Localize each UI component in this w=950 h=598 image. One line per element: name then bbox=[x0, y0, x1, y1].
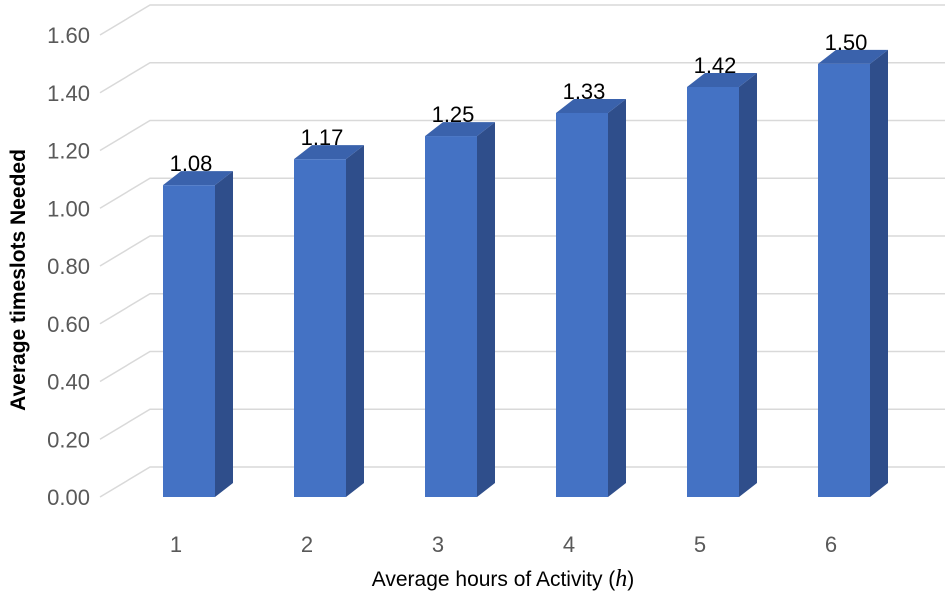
bar bbox=[687, 72, 757, 497]
y-tick-label: 0.20 bbox=[47, 427, 90, 452]
bar-front bbox=[687, 86, 739, 497]
bar-top bbox=[163, 171, 233, 186]
data-label: 1.33 bbox=[563, 79, 606, 104]
gridline bbox=[99, 408, 945, 440]
x-tick-label: 5 bbox=[694, 532, 706, 557]
x-tick-label: 4 bbox=[563, 532, 575, 557]
bar bbox=[294, 145, 364, 497]
gridline bbox=[99, 293, 945, 325]
bar-top bbox=[425, 122, 495, 137]
x-tick-label: 1 bbox=[170, 532, 182, 557]
data-label: 1.42 bbox=[694, 53, 737, 78]
gridline bbox=[99, 177, 945, 209]
bar-front bbox=[163, 185, 215, 497]
gridlines bbox=[99, 4, 945, 498]
bar-top bbox=[818, 49, 888, 64]
bar bbox=[818, 49, 888, 497]
bar-side bbox=[870, 49, 888, 497]
bar-front bbox=[556, 112, 608, 498]
bar-side bbox=[215, 171, 233, 497]
gridline bbox=[99, 119, 945, 152]
data-label: 1.17 bbox=[301, 125, 344, 150]
y-tick-label: 0.40 bbox=[47, 370, 90, 395]
bar-side bbox=[477, 122, 495, 497]
y-tick-label: 0.80 bbox=[47, 254, 90, 279]
gridline bbox=[99, 350, 945, 383]
x-tick-label: 2 bbox=[301, 532, 313, 557]
gridline bbox=[99, 62, 945, 94]
y-axis-title: Average timeslots Needed bbox=[7, 149, 30, 411]
y-tick-label: 1.60 bbox=[47, 23, 90, 48]
gridline bbox=[99, 466, 945, 498]
y-tick-label: 1.20 bbox=[47, 139, 90, 164]
bar-top bbox=[294, 145, 364, 160]
x-axis-title: Average hours of Activity (h) bbox=[372, 566, 635, 592]
bar-side bbox=[739, 72, 757, 497]
bar bbox=[556, 98, 626, 498]
data-labels: 1.08 1.17 1.25 1.33 1.42 1.50 bbox=[170, 30, 868, 176]
y-tick-label: 0.00 bbox=[47, 485, 90, 510]
bars bbox=[163, 49, 888, 498]
bar-front bbox=[425, 136, 477, 497]
x-axis-title-text: Average hours of Activity bbox=[372, 568, 603, 591]
bar-top bbox=[687, 72, 757, 87]
x-axis-title-variable: h bbox=[615, 566, 627, 592]
y-axis-ticks: 0.00 0.20 0.40 0.60 0.80 1.00 1.20 1.40 1.60 bbox=[47, 23, 90, 510]
y-tick-label: 1.40 bbox=[47, 81, 90, 106]
bar-front bbox=[818, 63, 870, 497]
x-axis-ticks: 1 2 3 4 5 6 bbox=[170, 532, 837, 557]
bar-side bbox=[608, 98, 626, 498]
bar bbox=[163, 171, 233, 497]
y-tick-label: 0.60 bbox=[47, 312, 90, 337]
bar-front bbox=[294, 159, 346, 497]
x-tick-label: 6 bbox=[825, 532, 837, 557]
gridline bbox=[99, 4, 945, 36]
bar-side bbox=[346, 145, 364, 497]
data-label: 1.50 bbox=[825, 30, 868, 55]
bar-top bbox=[556, 98, 626, 113]
y-tick-label: 1.00 bbox=[47, 196, 90, 221]
bar bbox=[425, 122, 495, 497]
data-label: 1.08 bbox=[170, 151, 213, 176]
data-label: 1.25 bbox=[432, 102, 475, 127]
x-tick-label: 3 bbox=[432, 532, 444, 557]
gridline bbox=[99, 235, 945, 267]
